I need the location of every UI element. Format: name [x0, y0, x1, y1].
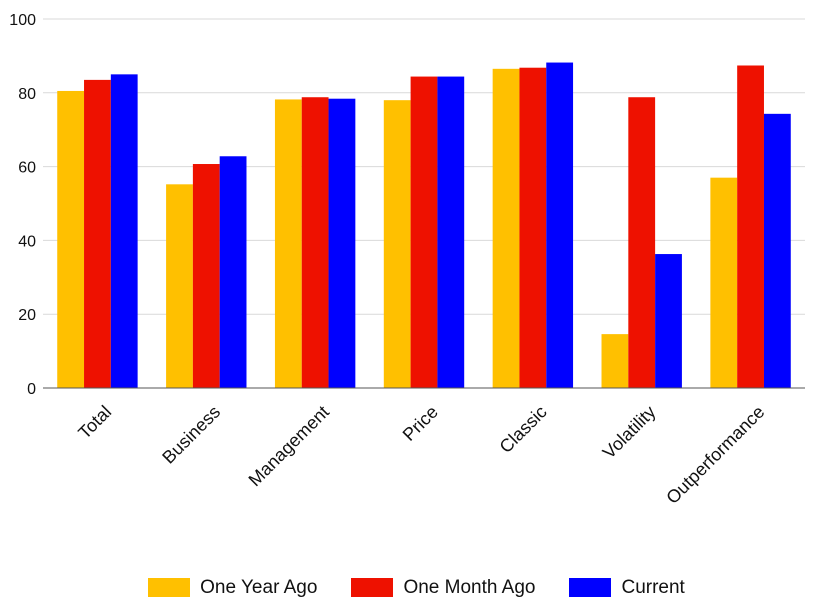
y-tick-label: 40 — [18, 233, 36, 250]
bar-outperformance-current — [763, 113, 791, 388]
bar-total-current — [110, 74, 138, 388]
bar-outperformance-one-month-ago — [737, 65, 764, 388]
bar-management-one-month-ago — [301, 97, 329, 388]
legend: One Year Ago One Month Ago Current — [0, 572, 833, 602]
legend-swatch-one-month-ago — [351, 577, 394, 597]
bar-volatility-one-year-ago — [601, 334, 629, 388]
bar-volatility-current — [655, 254, 682, 388]
bar-management-current — [328, 98, 356, 388]
bar-business-current — [219, 156, 247, 388]
bar-business-one-year-ago — [166, 184, 193, 388]
bar-classic-one-month-ago — [519, 67, 547, 388]
category-label-classic: Classic — [496, 402, 551, 457]
y-tick-label: 0 — [27, 381, 36, 398]
bar-outperformance-one-year-ago — [710, 177, 738, 388]
bar-classic-one-year-ago — [492, 68, 520, 388]
bar-classic-current — [546, 62, 574, 389]
legend-swatch-current — [569, 577, 612, 597]
bar-total-one-year-ago — [57, 90, 85, 388]
bars — [57, 62, 791, 389]
category-label-price: Price — [399, 402, 442, 445]
category-label-outperformance: Outperformance — [662, 402, 768, 508]
legend-swatch-one-year-ago — [148, 577, 191, 597]
category-label-total: Total — [74, 402, 115, 443]
legend-item-one-year-ago: One Year Ago — [148, 576, 318, 598]
bar-management-one-year-ago — [274, 99, 302, 388]
bar-total-one-month-ago — [84, 79, 111, 388]
legend-item-one-month-ago: One Month Ago — [351, 576, 536, 598]
category-labels: Total Business Management Price Classic Volat… — [74, 402, 768, 508]
y-tick-label: 80 — [18, 86, 36, 103]
category-label-business: Business — [158, 402, 224, 468]
bar-price-one-year-ago — [383, 100, 411, 389]
bar-business-one-month-ago — [192, 164, 220, 388]
legend-label-one-month-ago: One Month Ago — [403, 576, 536, 598]
category-label-volatility: Volatility — [599, 402, 660, 463]
bar-volatility-one-month-ago — [628, 97, 656, 388]
y-tick-label: 100 — [9, 12, 36, 29]
legend-label-one-year-ago: One Year Ago — [200, 576, 318, 598]
legend-label-current: Current — [621, 576, 685, 598]
legend-item-current: Current — [569, 576, 685, 598]
bar-price-one-month-ago — [410, 76, 438, 389]
y-tick-labels: 0 20 40 60 80 100 — [9, 12, 36, 398]
category-label-management: Management — [245, 402, 333, 490]
y-tick-label: 60 — [18, 160, 36, 177]
bar-price-current — [437, 76, 465, 389]
bar-chart: 0 20 40 60 80 100 Total Business Management Pric… — [9, 12, 805, 508]
y-tick-label: 20 — [18, 307, 36, 324]
